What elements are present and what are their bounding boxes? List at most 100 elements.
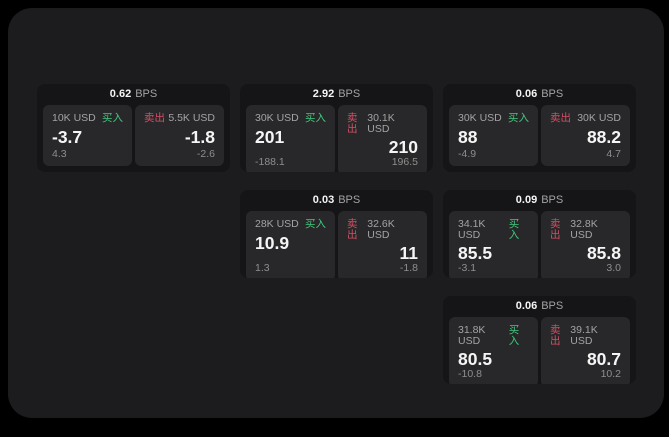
sell-price: 85.8 bbox=[586, 243, 621, 263]
card-header: 0.03 BPS bbox=[240, 190, 433, 211]
card-header: 0.06 BPS bbox=[443, 296, 636, 317]
bps-value: 0.09 bbox=[515, 194, 538, 206]
bps-unit-label: BPS bbox=[541, 194, 564, 206]
quote-card: 0.03 BPS 28K USD 买入 10.9 1.3 卖出 32.6K US… bbox=[240, 190, 433, 278]
sell-delta: -1.8 bbox=[399, 262, 418, 275]
sell-side-label: 卖出 bbox=[550, 324, 561, 347]
buy-tile[interactable]: 10K USD 买入 -3.7 4.3 bbox=[43, 105, 132, 166]
bps-unit-label: BPS bbox=[541, 88, 564, 100]
sell-tile-top: 卖出 30K USD bbox=[550, 113, 621, 124]
buy-price: 80.5 bbox=[458, 349, 493, 369]
bps-unit-label: BPS bbox=[338, 194, 361, 206]
sell-price: -1.8 bbox=[184, 126, 215, 147]
sell-amount: 30.1K USD bbox=[367, 112, 395, 135]
buy-tile-top: 30K USD 买入 bbox=[458, 113, 529, 124]
buy-tile[interactable]: 31.8K USD 买入 80.5 -10.8 bbox=[449, 317, 538, 384]
buy-amount: 28K USD bbox=[255, 218, 299, 230]
sell-tile[interactable]: 卖出 5.5K USD -1.8 -2.6 bbox=[135, 105, 224, 166]
sell-delta: -2.6 bbox=[196, 147, 215, 160]
sell-delta: 196.5 bbox=[391, 156, 418, 169]
card-body: 10K USD 买入 -3.7 4.3 卖出 5.5K USD -1.8 -2.… bbox=[37, 105, 230, 172]
buy-amount: 30K USD bbox=[458, 112, 502, 124]
card-body: 31.8K USD 买入 80.5 -10.8 卖出 39.1K USD 80.… bbox=[443, 317, 636, 384]
card-body: 28K USD 买入 10.9 1.3 卖出 32.6K USD 11 -1.8 bbox=[240, 211, 433, 278]
sell-tile-top: 卖出 32.6K USD bbox=[347, 219, 418, 240]
buy-tile-top: 28K USD 买入 bbox=[255, 219, 326, 230]
card-header: 2.92 BPS bbox=[240, 84, 433, 105]
sell-side-label: 卖出 bbox=[144, 112, 165, 124]
buy-price: 88 bbox=[458, 126, 478, 147]
buy-price: 85.5 bbox=[458, 243, 493, 263]
bps-value: 0.06 bbox=[515, 300, 538, 312]
buy-tile-top: 10K USD 买入 bbox=[52, 113, 123, 124]
sell-tile[interactable]: 卖出 39.1K USD 80.7 10.2 bbox=[541, 317, 630, 384]
sell-tile[interactable]: 卖出 30.1K USD 210 196.5 bbox=[338, 105, 427, 172]
card-body: 34.1K USD 买入 85.5 -3.1 卖出 32.8K USD 85.8… bbox=[443, 211, 636, 278]
quote-card: 0.06 BPS 30K USD 买入 88 -4.9 卖出 30K USD 8… bbox=[443, 84, 636, 172]
bps-value: 0.62 bbox=[109, 88, 132, 100]
sell-tile-top: 卖出 30.1K USD bbox=[347, 113, 418, 134]
sell-price: 80.7 bbox=[586, 349, 621, 369]
sell-price: 88.2 bbox=[586, 126, 621, 147]
quotes-panel: 0.62 BPS 10K USD 买入 -3.7 4.3 卖出 5.5K USD… bbox=[8, 8, 664, 418]
buy-side-label: 买入 bbox=[305, 112, 326, 124]
sell-amount: 30K USD bbox=[577, 112, 621, 124]
buy-tile[interactable]: 30K USD 买入 88 -4.9 bbox=[449, 105, 538, 166]
card-body: 30K USD 买入 201 -188.1 卖出 30.1K USD 210 1… bbox=[240, 105, 433, 172]
quotes-grid: 0.62 BPS 10K USD 买入 -3.7 4.3 卖出 5.5K USD… bbox=[37, 84, 636, 384]
bps-unit-label: BPS bbox=[135, 88, 158, 100]
buy-delta: -3.1 bbox=[458, 262, 477, 275]
buy-side-label: 买入 bbox=[102, 112, 123, 124]
bps-value: 0.06 bbox=[515, 88, 538, 100]
quote-card: 0.09 BPS 34.1K USD 买入 85.5 -3.1 卖出 32.8K… bbox=[443, 190, 636, 278]
sell-tile-top: 卖出 39.1K USD bbox=[550, 325, 621, 346]
sell-side-label: 卖出 bbox=[347, 218, 358, 241]
sell-delta: 4.7 bbox=[606, 147, 621, 160]
buy-price: 10.9 bbox=[255, 232, 290, 253]
buy-delta: -10.8 bbox=[458, 368, 482, 381]
bps-value: 2.92 bbox=[312, 88, 335, 100]
sell-tile[interactable]: 卖出 32.6K USD 11 -1.8 bbox=[338, 211, 427, 278]
sell-price: 11 bbox=[399, 243, 419, 263]
quote-card: 2.92 BPS 30K USD 买入 201 -188.1 卖出 30.1K … bbox=[240, 84, 433, 172]
quote-card: 0.62 BPS 10K USD 买入 -3.7 4.3 卖出 5.5K USD… bbox=[37, 84, 230, 172]
buy-side-label: 买入 bbox=[508, 324, 520, 347]
sell-tile-top: 卖出 32.8K USD bbox=[550, 219, 621, 240]
bps-unit-label: BPS bbox=[338, 88, 361, 100]
buy-tile-top: 31.8K USD 买入 bbox=[458, 325, 529, 346]
buy-side-label: 买入 bbox=[305, 218, 326, 230]
buy-amount: 31.8K USD bbox=[458, 324, 486, 347]
card-body: 30K USD 买入 88 -4.9 卖出 30K USD 88.2 4.7 bbox=[443, 105, 636, 172]
buy-tile[interactable]: 34.1K USD 买入 85.5 -3.1 bbox=[449, 211, 538, 278]
buy-amount: 30K USD bbox=[255, 112, 299, 124]
sell-delta: 10.2 bbox=[600, 368, 621, 381]
sell-side-label: 卖出 bbox=[550, 112, 571, 124]
sell-amount: 39.1K USD bbox=[570, 324, 598, 347]
sell-tile-top: 卖出 5.5K USD bbox=[144, 113, 215, 124]
buy-tile-top: 30K USD 买入 bbox=[255, 113, 326, 124]
bps-value: 0.03 bbox=[312, 194, 335, 206]
sell-side-label: 卖出 bbox=[550, 218, 561, 241]
buy-delta: 1.3 bbox=[255, 262, 270, 275]
buy-tile[interactable]: 28K USD 买入 10.9 1.3 bbox=[246, 211, 335, 278]
card-header: 0.09 BPS bbox=[443, 190, 636, 211]
card-header: 0.06 BPS bbox=[443, 84, 636, 105]
bps-unit-label: BPS bbox=[541, 300, 564, 312]
quote-card: 0.06 BPS 31.8K USD 买入 80.5 -10.8 卖出 39.1… bbox=[443, 296, 636, 384]
sell-amount: 5.5K USD bbox=[168, 112, 215, 124]
sell-side-label: 卖出 bbox=[347, 112, 358, 135]
buy-delta: -4.9 bbox=[458, 147, 477, 160]
sell-amount: 32.8K USD bbox=[570, 218, 598, 241]
buy-delta: 4.3 bbox=[52, 147, 67, 160]
buy-amount: 34.1K USD bbox=[458, 218, 486, 241]
buy-delta: -188.1 bbox=[255, 156, 285, 169]
sell-price: 210 bbox=[388, 137, 418, 157]
buy-tile[interactable]: 30K USD 买入 201 -188.1 bbox=[246, 105, 335, 172]
card-header: 0.62 BPS bbox=[37, 84, 230, 105]
sell-tile[interactable]: 卖出 32.8K USD 85.8 3.0 bbox=[541, 211, 630, 278]
sell-tile[interactable]: 卖出 30K USD 88.2 4.7 bbox=[541, 105, 630, 166]
buy-price: 201 bbox=[255, 126, 285, 147]
buy-side-label: 买入 bbox=[508, 112, 529, 124]
buy-tile-top: 34.1K USD 买入 bbox=[458, 219, 529, 240]
buy-side-label: 买入 bbox=[508, 218, 520, 241]
